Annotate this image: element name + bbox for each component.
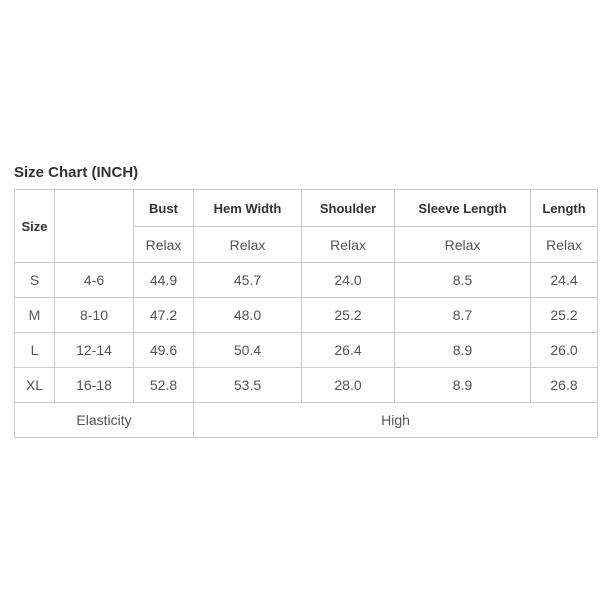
- fit-type-hem-width: Relax: [193, 226, 302, 263]
- header-shoulder: Shoulder: [301, 189, 395, 227]
- us-size-cell: 8-10: [54, 297, 134, 333]
- table-row-m: M 8-10 47.2 48.0 25.2 8.7 25.2: [14, 297, 598, 333]
- shoulder-cell: 28.0: [301, 367, 395, 403]
- fit-type-shoulder: Relax: [301, 226, 395, 263]
- shoulder-cell: 25.2: [301, 297, 395, 333]
- bust-cell: 49.6: [133, 332, 194, 368]
- size-chart-title: Size Chart (INCH): [14, 164, 139, 181]
- us-size-cell: 16-18: [54, 367, 134, 403]
- fit-type-row: Relax Relax Relax Relax Relax: [15, 226, 598, 263]
- size-chart-section: Size Chart (INCH) Size US Size Bust Hem …: [14, 164, 598, 438]
- elasticity-value: High: [193, 402, 598, 438]
- table-row-xl: XL 16-18 52.8 53.5 28.0 8.9 26.8: [14, 367, 598, 403]
- length-cell: 26.8: [530, 367, 598, 403]
- fit-type-length: Relax: [530, 226, 598, 263]
- table-row-l: L 12-14 49.6 50.4 26.4 8.9 26.0: [14, 332, 598, 368]
- length-cell: 24.4: [530, 262, 598, 298]
- length-cell: 26.0: [530, 332, 598, 368]
- bust-cell: 44.9: [133, 262, 194, 298]
- size-cell: XL: [14, 367, 55, 403]
- bust-cell: 52.8: [133, 367, 194, 403]
- size-cell: S: [14, 262, 55, 298]
- fit-type-bust: Relax: [133, 226, 194, 263]
- table-header-row: Size US Size Bust Hem Width Shoulder Sle…: [14, 189, 598, 263]
- bust-cell: 47.2: [133, 297, 194, 333]
- hem-width-cell: 45.7: [193, 262, 302, 298]
- sleeve-length-cell: 8.9: [394, 332, 531, 368]
- header-length: Length: [530, 189, 598, 227]
- length-cell: 25.2: [530, 297, 598, 333]
- size-cell: M: [14, 297, 55, 333]
- size-cell: L: [14, 332, 55, 368]
- header-hem-width: Hem Width: [193, 189, 302, 227]
- elasticity-label: Elasticity: [14, 402, 194, 438]
- hem-width-cell: 48.0: [193, 297, 302, 333]
- shoulder-cell: 24.0: [301, 262, 395, 298]
- table-row-s: S 4-6 44.9 45.7 24.0 8.5 24.4: [14, 262, 598, 298]
- header-size: Size: [14, 189, 55, 263]
- shoulder-cell: 26.4: [301, 332, 395, 368]
- header-bust: Bust: [133, 189, 194, 227]
- hem-width-cell: 53.5: [193, 367, 302, 403]
- fit-type-sleeve-length: Relax: [394, 226, 531, 263]
- us-size-cell: 12-14: [54, 332, 134, 368]
- sleeve-length-cell: 8.9: [394, 367, 531, 403]
- sleeve-length-cell: 8.5: [394, 262, 531, 298]
- elasticity-row: Elasticity High: [14, 402, 598, 438]
- header-us-size: US Size: [54, 189, 134, 263]
- size-chart-table: Size US Size Bust Hem Width Shoulder Sle…: [14, 189, 598, 438]
- hem-width-cell: 50.4: [193, 332, 302, 368]
- sleeve-length-cell: 8.7: [394, 297, 531, 333]
- header-sleeve-length: Sleeve Length: [394, 189, 531, 227]
- us-size-cell: 4-6: [54, 262, 134, 298]
